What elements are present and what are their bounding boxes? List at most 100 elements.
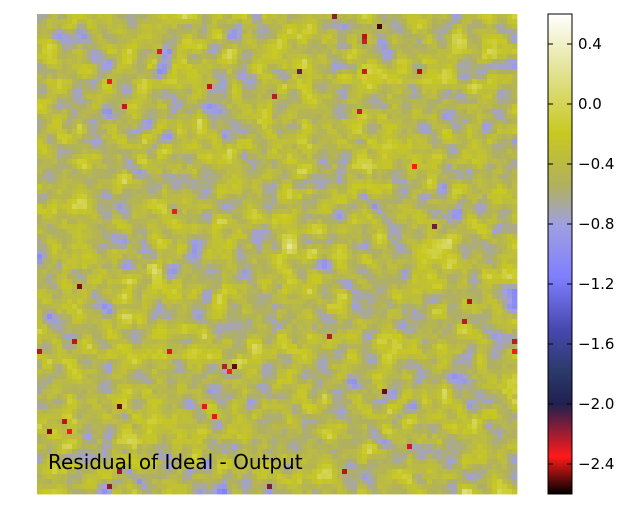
heatmap-cell (132, 124, 138, 130)
heatmap-cell (372, 99, 378, 105)
heatmap-cell (267, 244, 273, 250)
heatmap-cell (207, 179, 213, 185)
heatmap-cell (112, 219, 118, 225)
heatmap-cell (67, 159, 73, 165)
heatmap-cell (102, 19, 108, 25)
heatmap-cell (372, 169, 378, 175)
heatmap-cell (67, 59, 73, 65)
heatmap-cell (262, 264, 268, 270)
heatmap-cell (452, 109, 458, 115)
heatmap-cell (307, 29, 313, 35)
heatmap-cell (297, 69, 303, 75)
heatmap-cell (232, 209, 238, 215)
heatmap-cell (282, 39, 288, 45)
heatmap-cell (482, 209, 488, 215)
heatmap-cell (502, 224, 508, 230)
heatmap-cell (297, 174, 303, 180)
heatmap-cell (97, 119, 103, 125)
heatmap-cell (412, 204, 418, 210)
heatmap-cell (492, 174, 498, 180)
heatmap-cell (322, 34, 328, 40)
heatmap-cell (477, 34, 483, 40)
heatmap-cell (132, 64, 138, 70)
heatmap-cell (422, 89, 428, 95)
heatmap-cell (317, 129, 323, 135)
heatmap-cell (502, 89, 508, 95)
heatmap-cell (282, 99, 288, 105)
heatmap-cell (497, 149, 503, 155)
heatmap-cell (297, 104, 303, 110)
heatmap-cell (432, 124, 438, 130)
heatmap-cell (132, 14, 138, 20)
heatmap-cell (152, 259, 158, 265)
heatmap-cell (232, 194, 238, 200)
heatmap-cell (462, 89, 468, 95)
heatmap-cell (312, 154, 318, 160)
heatmap-cell (442, 154, 448, 160)
heatmap-cell (327, 229, 333, 235)
heatmap-cell (422, 114, 428, 120)
heatmap-cell (482, 129, 488, 135)
heatmap-cell (232, 184, 238, 190)
heatmap-cell (92, 149, 98, 155)
heatmap-cell (317, 124, 323, 130)
heatmap-cell (477, 179, 483, 185)
heatmap-cell (402, 39, 408, 45)
heatmap-cell (417, 269, 423, 275)
heatmap-cell (392, 89, 398, 95)
heatmap-cell (102, 199, 108, 205)
heatmap-cell (92, 189, 98, 195)
heatmap-cell (97, 149, 103, 155)
heatmap-cell (72, 164, 78, 170)
heatmap-cell (197, 129, 203, 135)
heatmap-cell (67, 164, 73, 170)
heatmap-cell (222, 179, 228, 185)
heatmap-cell (127, 24, 133, 30)
heatmap-cell (72, 79, 78, 85)
heatmap-cell (287, 184, 293, 190)
heatmap-cell (192, 149, 198, 155)
heatmap-cell (507, 204, 513, 210)
heatmap-cell (492, 19, 498, 25)
heatmap-cell (327, 49, 333, 55)
heatmap-cell (412, 144, 418, 150)
heatmap-cell (452, 29, 458, 35)
heatmap-cell (507, 89, 513, 95)
heatmap-cell (242, 179, 248, 185)
heatmap-cell (502, 219, 508, 225)
heatmap-cell (422, 169, 428, 175)
heatmap-cell (227, 19, 233, 25)
heatmap-cell (292, 214, 298, 220)
heatmap-cell (337, 169, 343, 175)
heatmap-cell (157, 214, 163, 220)
heatmap-cell (92, 234, 98, 240)
heatmap-cell (62, 244, 68, 250)
heatmap-cell (297, 249, 303, 255)
heatmap-cell (267, 234, 273, 240)
heatmap-cell (152, 84, 158, 90)
heatmap-cell (277, 64, 283, 70)
heatmap-cell (252, 214, 258, 220)
heatmap-cell (72, 229, 78, 235)
heatmap-cell (42, 89, 48, 95)
heatmap-cell (142, 259, 148, 265)
heatmap-cell (437, 19, 443, 25)
heatmap-cell (207, 59, 213, 65)
heatmap-cell (97, 194, 103, 200)
heatmap-cell (507, 19, 513, 25)
heatmap-cell (157, 24, 163, 30)
heatmap-cell (412, 139, 418, 145)
heatmap-cell (472, 139, 478, 145)
heatmap-cell (507, 244, 513, 250)
heatmap-cell (362, 114, 368, 120)
heatmap-cell (97, 44, 103, 50)
heatmap-cell (147, 119, 153, 125)
heatmap-cell (187, 14, 193, 20)
heatmap-cell (442, 54, 448, 60)
heatmap-cell (207, 254, 213, 260)
heatmap-cell (407, 264, 413, 270)
heatmap-cell (327, 214, 333, 220)
heatmap-cell (62, 184, 68, 190)
heatmap-cell (187, 179, 193, 185)
heatmap-cell (102, 129, 108, 135)
